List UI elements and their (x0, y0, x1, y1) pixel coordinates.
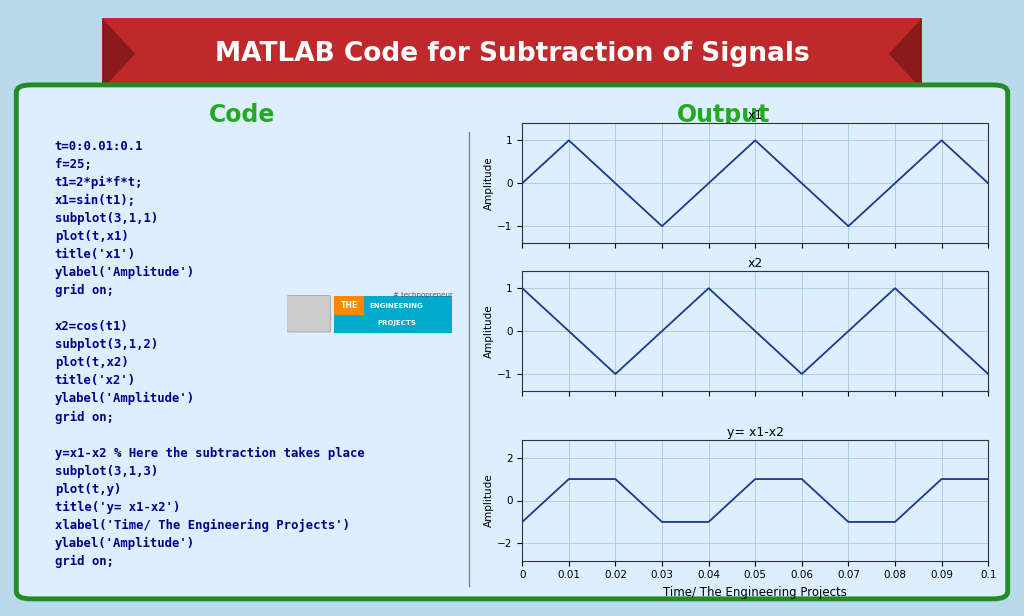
Title: x2: x2 (748, 257, 763, 270)
Text: THE: THE (341, 301, 357, 310)
Text: t=0:0.01:0.1
f=25;
t1=2*pi*f*t;
x1=sin(t1);
subplot(3,1,1)
plot(t,x1)
title('x1': t=0:0.01:0.1 f=25; t1=2*pi*f*t; x1=sin(t… (55, 140, 365, 568)
Y-axis label: Amplitude: Amplitude (484, 156, 495, 210)
Y-axis label: Amplitude: Amplitude (484, 304, 495, 358)
Title: x1: x1 (748, 109, 763, 122)
Text: Code: Code (209, 103, 275, 127)
X-axis label: Time/ The Engineering Projects: Time/ The Engineering Projects (664, 586, 847, 599)
Y-axis label: Amplitude: Amplitude (484, 474, 495, 527)
Text: # technopreneur: # technopreneur (392, 292, 453, 298)
FancyBboxPatch shape (102, 18, 922, 89)
FancyBboxPatch shape (287, 296, 331, 332)
Text: MATLAB Code for Subtraction of Signals: MATLAB Code for Subtraction of Signals (215, 41, 809, 67)
FancyBboxPatch shape (334, 296, 453, 333)
FancyBboxPatch shape (334, 296, 365, 315)
Text: ENGINEERING: ENGINEERING (370, 302, 423, 309)
Polygon shape (889, 18, 922, 89)
Text: Output: Output (677, 103, 770, 127)
Polygon shape (102, 18, 135, 89)
FancyBboxPatch shape (16, 85, 1008, 599)
Title: y= x1-x2: y= x1-x2 (727, 426, 783, 439)
Text: PROJECTS: PROJECTS (377, 320, 416, 326)
